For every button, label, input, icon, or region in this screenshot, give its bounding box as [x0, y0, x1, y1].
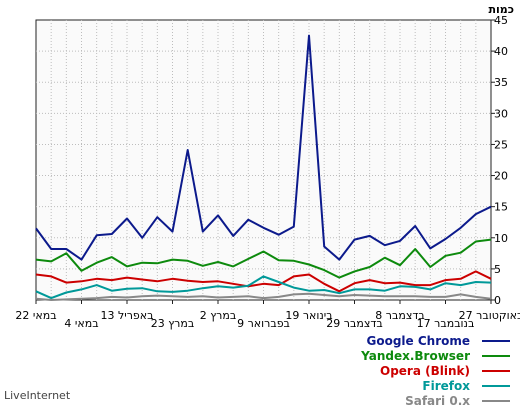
series-line-firefox	[35, 275, 492, 300]
y-tick-label: 25	[494, 138, 508, 151]
y-tick-label: 35	[494, 76, 508, 89]
series-line-google-chrome	[35, 34, 492, 261]
y-tick-label: 40	[494, 45, 508, 58]
series-line-opera-blink	[35, 270, 492, 293]
x-tick-label: 17 בנובמבר	[417, 317, 475, 330]
grid-layer	[36, 20, 491, 300]
y-tick-label: 5	[494, 263, 501, 276]
y-tick-label: 30	[494, 107, 508, 120]
series-layer	[35, 34, 492, 301]
y-tick-label: 10	[494, 232, 508, 245]
x-tick-label: 13 באפריל	[100, 309, 153, 322]
legend-label-firefox: Firefox	[422, 379, 470, 393]
legend-label-safari-0-x: Safari 0.x	[405, 394, 470, 405]
legend-label-opera-blink: Opera (Blink)	[380, 364, 470, 378]
legend-label-yandex-browser: Yandex.Browser	[360, 349, 470, 363]
y-axis: 0 5 10 15 20 25 30 35 40 45	[491, 14, 508, 307]
legend-label-google-chrome: Google Chrome	[366, 334, 470, 348]
y-axis-label: כמות	[489, 3, 514, 16]
x-tick-label: 4 במאי	[64, 317, 98, 330]
plot-area	[35, 19, 492, 301]
x-tick-label: 27 באוקטובר	[459, 309, 520, 322]
x-tick-label: 23 במרץ	[151, 317, 194, 330]
y-tick-label: 0	[494, 294, 501, 307]
brand-label: LiveInternet	[4, 389, 71, 402]
x-tick-label: 19 בינואר	[285, 309, 332, 322]
y-tick-label: 45	[494, 14, 508, 27]
x-tick-label: 8 בדצמבר	[375, 309, 424, 322]
x-tick-label: 22 במאי	[15, 309, 56, 322]
series-line-yandex-browser	[35, 238, 492, 279]
x-tick-label: 9 בפברואר	[237, 317, 290, 330]
x-tick-label: 2 במרץ	[200, 309, 236, 322]
series-line-safari-0-x	[35, 292, 492, 301]
x-tick-label: 29 בדצמבר	[326, 317, 382, 330]
y-tick-label: 20	[494, 170, 508, 183]
y-tick-label: 15	[494, 201, 508, 214]
